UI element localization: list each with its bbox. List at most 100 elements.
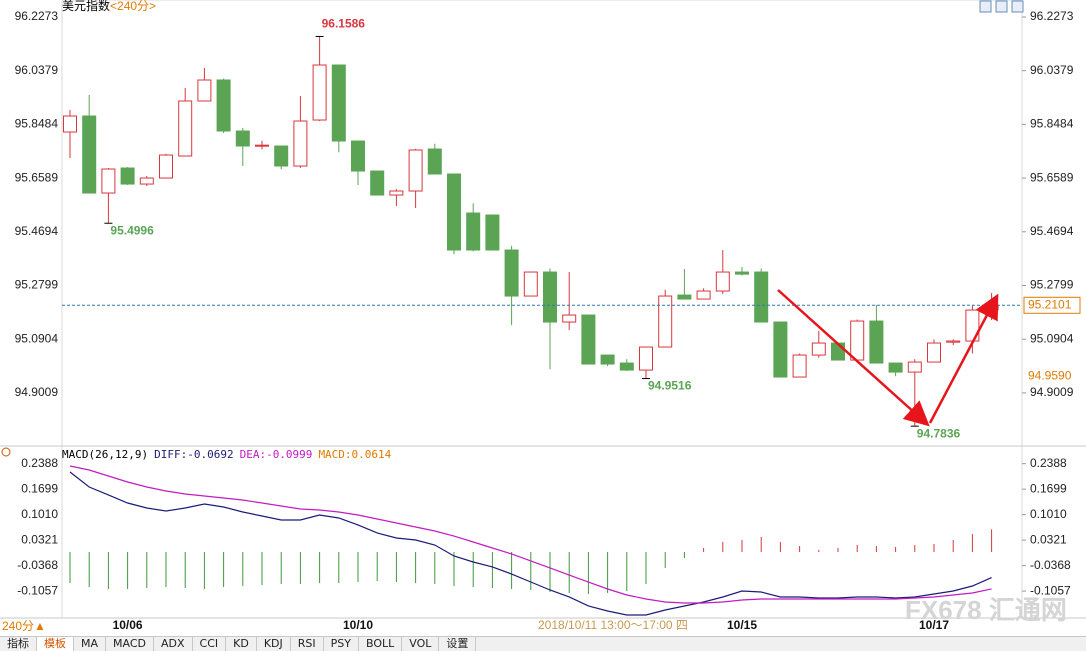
tab[interactable]: BOLL [359, 637, 403, 651]
y-tick-label: 96.2273 [15, 9, 59, 23]
candle-body [581, 314, 596, 365]
macd-legend: MACD(26,12,9) DIFF:-0.0692 DEA:-0.0999 MACD… [62, 448, 392, 461]
candle-body [619, 362, 634, 371]
candle-body [504, 249, 519, 297]
y-tick-label: 0.1010 [21, 507, 58, 521]
candle-body [370, 170, 385, 196]
candle-body [274, 145, 289, 167]
tab[interactable]: ADX [154, 637, 193, 651]
tab[interactable]: MACD [106, 637, 154, 651]
candle-body [735, 271, 749, 275]
y-tick-label: 95.0904 [15, 331, 59, 345]
candle-body [293, 120, 308, 167]
x-tick-label: 10/06 [113, 618, 143, 632]
candle-body [101, 168, 116, 194]
candle-body [139, 177, 154, 185]
candle-body [907, 361, 922, 373]
tab[interactable]: RSI [291, 637, 324, 651]
trend-arrow [928, 293, 999, 424]
y-tick-label: 95.4694 [15, 224, 59, 238]
extreme-label: 96.1586 [322, 17, 366, 31]
candle-body [63, 115, 77, 133]
settings-icon[interactable] [1, 447, 11, 457]
macd-line [69, 471, 992, 616]
y-tick-label-right: -0.1057 [1030, 583, 1071, 597]
icon[interactable] [995, 0, 1008, 13]
tab[interactable]: 指标 [0, 637, 37, 651]
y-tick-label-right: 95.8484 [1030, 117, 1074, 131]
tab[interactable]: MA [74, 637, 107, 651]
y-tick-label: -0.1057 [17, 583, 58, 597]
icon[interactable] [979, 0, 992, 13]
chart-title: 美元指数<240分> [62, 0, 156, 13]
candle-body [197, 79, 212, 102]
icon[interactable] [1011, 0, 1024, 13]
extreme-label: 94.9516 [648, 379, 692, 393]
y-tick-label: 95.6589 [15, 170, 59, 184]
last-price-label: 95.2101 [1028, 297, 1072, 311]
y-tick-label-right: 95.4694 [1030, 224, 1074, 238]
candle-body [792, 354, 807, 378]
candle-body [523, 271, 538, 297]
tab[interactable]: 设置 [439, 637, 477, 651]
candle-body [927, 342, 941, 363]
candle-body [869, 320, 884, 364]
candle-body [82, 115, 97, 194]
macd-line [69, 465, 992, 604]
x-tick-label: 10/10 [343, 618, 373, 632]
tab-bar: 指标 模板 MA MACD ADX CCI KD KDJ RSI PSY BOLL VOL 设置 [0, 636, 1086, 651]
candle-body [427, 148, 442, 175]
candle-body [658, 295, 673, 348]
candle-body [331, 64, 346, 142]
candle-body [235, 130, 250, 147]
x-tick-label: 10/15 [727, 618, 757, 632]
x-tick-label: 10/17 [919, 618, 949, 632]
y-tick-label-right: 0.1699 [1030, 481, 1067, 495]
candle-body [773, 321, 788, 378]
y-tick-label-right: 0.2388 [1030, 456, 1067, 470]
candle-body [850, 320, 865, 361]
candle-body [216, 79, 231, 132]
chart: 美元指数<240分> 240分▲ FX678 汇通网 96.2273 96.227… [0, 0, 1086, 633]
y-tick-label-right: 95.0904 [1030, 331, 1074, 345]
candle-body [312, 64, 327, 121]
candle-body [946, 340, 961, 343]
cursor-label: 2018/10/11 13:00～17:00 四 [538, 618, 688, 632]
y-tick-label: 0.1699 [21, 481, 58, 495]
tab[interactable]: KDJ [257, 637, 291, 651]
candle-body [754, 271, 769, 323]
candle-body [811, 342, 826, 356]
title-name: 美元指数 [62, 0, 110, 13]
candle-body [715, 271, 730, 292]
toolbar-icons[interactable] [979, 0, 1024, 13]
candle-body [888, 362, 903, 373]
tab[interactable]: VOL [402, 637, 440, 651]
candle-body [389, 190, 404, 196]
tab[interactable]: PSY [324, 637, 359, 651]
candle-body [677, 294, 692, 300]
last-price-box [1023, 296, 1081, 314]
y-tick-label: 95.2799 [15, 278, 59, 292]
extreme-label: 94.7836 [917, 426, 961, 440]
y-tick-label-right: -0.0368 [1030, 558, 1071, 572]
candle-body [466, 212, 481, 251]
candle-body [351, 140, 365, 172]
candle-body [562, 314, 577, 323]
tab[interactable]: 模板 [37, 637, 74, 651]
y-tick-label-right: 95.6589 [1030, 170, 1074, 184]
y-tick-label: 0.0321 [21, 532, 58, 546]
candle-body [447, 173, 461, 251]
candle-body [485, 214, 500, 251]
period-switch[interactable]: 240分▲ [2, 619, 46, 633]
candle-body [178, 100, 193, 157]
legend-entry: DIFF:-0.0692 [154, 448, 233, 461]
y-tick-label: 95.8484 [15, 117, 59, 131]
tab[interactable]: CCI [193, 637, 227, 651]
y-tick-label: 94.9009 [15, 385, 59, 399]
candle-body [255, 144, 269, 147]
y-tick-label-right: 94.9009 [1030, 385, 1074, 399]
tab[interactable]: KD [226, 637, 257, 651]
trend-arrow [777, 289, 930, 427]
legend-title: MACD(26,12,9) [62, 448, 148, 461]
